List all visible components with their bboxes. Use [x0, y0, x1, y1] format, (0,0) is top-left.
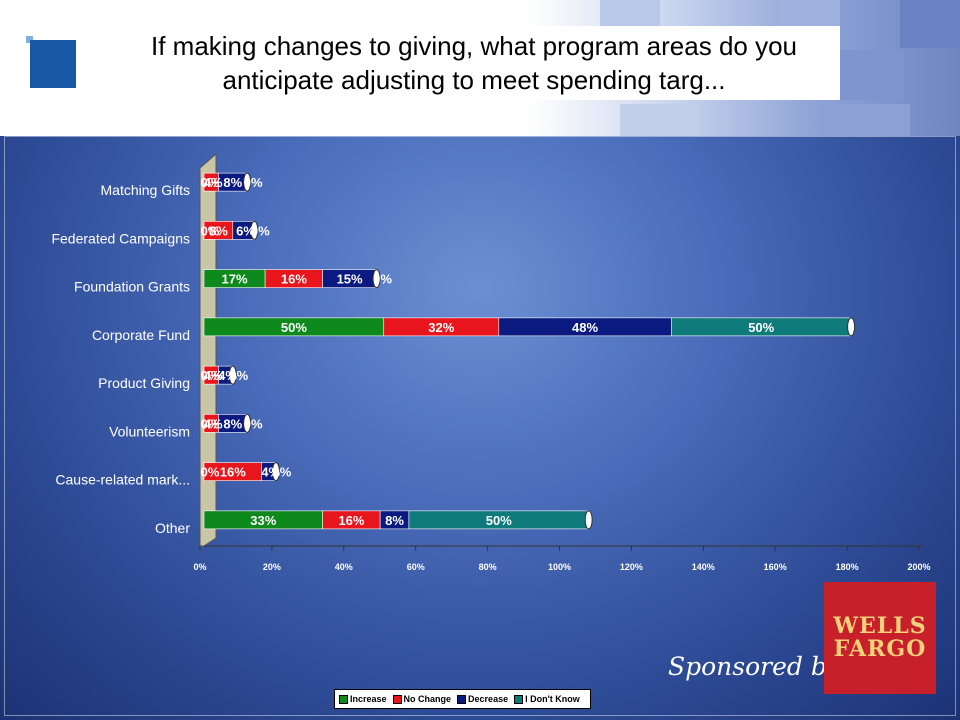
logo-dot — [26, 36, 33, 43]
data-label: 0% — [244, 175, 263, 190]
data-label: 32% — [428, 320, 454, 335]
data-label: 16% — [281, 272, 307, 287]
category-label: Other — [155, 520, 190, 536]
logo-line-1: WELLS — [833, 613, 927, 639]
bar-end-cap — [271, 462, 280, 482]
data-label: 16% — [338, 513, 364, 528]
legend-item: I Don't Know — [514, 694, 580, 704]
bar-end-cap — [243, 172, 252, 192]
chart-frame — [4, 136, 956, 716]
x-tick-label: 180% — [836, 562, 859, 572]
wells-fargo-logo: WELLS FARGO — [824, 582, 936, 694]
data-label: 4% — [204, 416, 223, 431]
legend-swatch — [339, 694, 348, 704]
x-tick-label: 80% — [479, 562, 497, 572]
x-tick-label: 40% — [335, 562, 353, 572]
data-label: 50% — [748, 320, 774, 335]
header-tile — [840, 50, 904, 100]
category-label: Cause-related mark... — [55, 472, 190, 488]
chart-legend: Increase No Change Decrease I Don't Know — [334, 689, 591, 709]
data-label: 6% — [236, 223, 255, 238]
data-label: 8% — [209, 223, 228, 238]
data-label: 15% — [337, 272, 363, 287]
x-tick-label: 0% — [193, 562, 206, 572]
bar-end-cap — [250, 220, 259, 240]
x-tick-label: 100% — [548, 562, 571, 572]
data-label: 0% — [201, 416, 220, 431]
category-label: Foundation Grants — [74, 279, 190, 295]
logo-line-2: FARGO — [833, 636, 927, 662]
header-tile — [900, 0, 960, 48]
legend-item: Decrease — [457, 694, 508, 704]
category-label: Product Giving — [98, 375, 190, 391]
x-tick-label: 140% — [692, 562, 715, 572]
category-label: Federated Campaigns — [51, 230, 190, 246]
x-tick-label: 160% — [764, 562, 787, 572]
legend-label: Decrease — [468, 694, 509, 704]
logo-square — [30, 40, 76, 88]
data-label: 0% — [201, 368, 220, 383]
x-tick-label: 200% — [907, 562, 930, 572]
legend-item: Increase — [339, 694, 387, 704]
data-label: 0% — [201, 465, 220, 480]
category-label: Matching Gifts — [101, 182, 190, 198]
bar-end-cap — [243, 413, 252, 433]
data-label: 0% — [229, 368, 248, 383]
data-label: 0% — [244, 416, 263, 431]
data-label: 0% — [201, 175, 220, 190]
chart-wall — [199, 152, 217, 547]
data-label: 8% — [223, 416, 242, 431]
header-banner: If making changes to giving, what progra… — [0, 0, 960, 136]
x-tick-label: 120% — [620, 562, 643, 572]
legend-label: I Don't Know — [525, 694, 580, 704]
data-label: 33% — [250, 513, 276, 528]
data-label: 8% — [385, 513, 404, 528]
data-label: 4% — [204, 175, 223, 190]
bar-end-cap — [847, 317, 856, 337]
legend-swatch — [457, 694, 467, 704]
x-tick-label: 60% — [407, 562, 425, 572]
data-label: 0% — [273, 465, 292, 480]
data-label: 0% — [373, 272, 392, 287]
slide-title: If making changes to giving, what progra… — [150, 31, 798, 95]
legend-swatch — [514, 694, 524, 704]
category-label: Volunteerism — [109, 423, 190, 439]
bar-end-cap — [372, 269, 381, 289]
data-label: 8% — [223, 175, 242, 190]
header-tile — [620, 104, 700, 136]
bar-end-cap — [584, 510, 593, 530]
legend-label: No Change — [403, 694, 452, 704]
legend-label: Increase — [350, 694, 387, 704]
header-tile — [820, 104, 910, 136]
data-label: 48% — [572, 320, 598, 335]
data-label: 0% — [201, 223, 220, 238]
data-label: 4% — [204, 368, 223, 383]
data-label: 50% — [281, 320, 307, 335]
legend-item: No Change — [392, 694, 452, 704]
bar-end-cap — [228, 365, 237, 385]
legend-swatch — [392, 694, 402, 704]
data-label: 50% — [486, 513, 512, 528]
x-tick-label: 20% — [263, 562, 281, 572]
sponsored-by-text: Sponsored by — [668, 652, 841, 681]
data-label: 4% — [218, 368, 237, 383]
data-label: 17% — [222, 272, 248, 287]
category-label: Corporate Fund — [92, 327, 190, 343]
data-label: 4% — [261, 465, 280, 480]
title-box: If making changes to giving, what progra… — [108, 26, 840, 100]
data-label: 0% — [251, 223, 270, 238]
data-label: 16% — [220, 465, 246, 480]
